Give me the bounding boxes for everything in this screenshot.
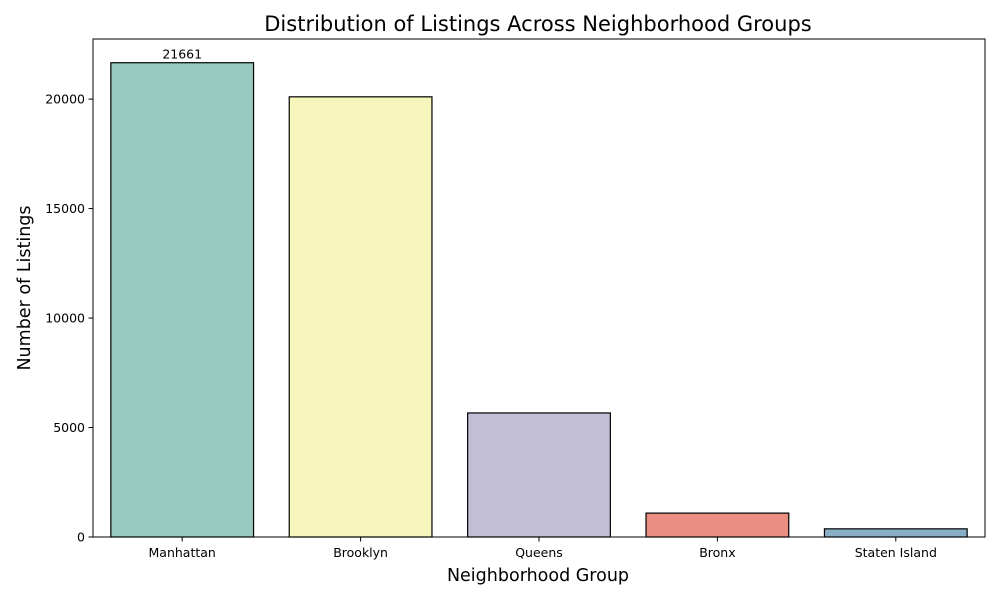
y-tick-label-5000: 5000 [53, 420, 85, 435]
y-tick-label-20000: 20000 [45, 92, 85, 107]
x-axis-label: Neighborhood Group [447, 566, 629, 586]
x-tick-label-queens: Queens [515, 545, 563, 560]
bar-bronx [645, 512, 790, 538]
data-label-manhattan: 21661 [162, 47, 202, 62]
y-tick-label-15000: 15000 [45, 201, 85, 216]
bar-staten-island [823, 528, 968, 538]
plot-area: Manhattan Brooklyn Queens Bronx Staten Islan… [45, 38, 986, 560]
y-tick-label-10000: 10000 [45, 311, 85, 326]
bar-brooklyn [288, 96, 433, 538]
bar-manhattan [110, 62, 255, 538]
bar-queens [467, 412, 611, 538]
y-tick-label-0: 0 [77, 530, 85, 545]
x-tick-label-staten-island: Staten Island [855, 545, 937, 560]
x-tick-label-brooklyn: Brooklyn [333, 545, 388, 560]
x-tick-label-manhattan: Manhattan [149, 545, 216, 560]
y-axis-label: Number of Listings [15, 205, 35, 370]
x-tick-label-bronx: Bronx [699, 545, 735, 560]
chart-title: Distribution of Listings Across Neighbor… [264, 12, 811, 36]
